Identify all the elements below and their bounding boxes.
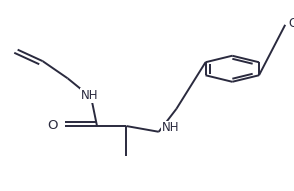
- Text: Cl: Cl: [288, 17, 294, 30]
- Text: O: O: [47, 119, 57, 132]
- Text: NH: NH: [162, 121, 179, 134]
- Text: NH: NH: [81, 89, 98, 102]
